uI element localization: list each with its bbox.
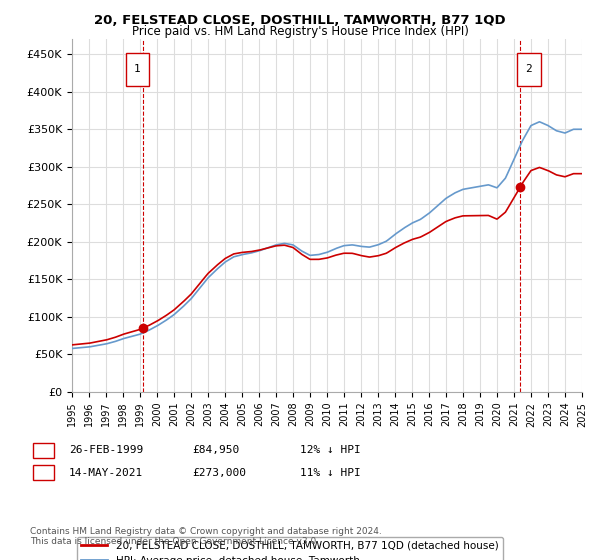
Text: 12% ↓ HPI: 12% ↓ HPI bbox=[300, 445, 361, 455]
Text: 1: 1 bbox=[40, 445, 47, 455]
Text: Contains HM Land Registry data © Crown copyright and database right 2024.
This d: Contains HM Land Registry data © Crown c… bbox=[30, 526, 382, 546]
Text: 14-MAY-2021: 14-MAY-2021 bbox=[69, 468, 143, 478]
Text: 2: 2 bbox=[40, 468, 47, 478]
Text: £84,950: £84,950 bbox=[192, 445, 239, 455]
Text: Price paid vs. HM Land Registry's House Price Index (HPI): Price paid vs. HM Land Registry's House … bbox=[131, 25, 469, 38]
Text: 26-FEB-1999: 26-FEB-1999 bbox=[69, 445, 143, 455]
FancyBboxPatch shape bbox=[125, 53, 149, 86]
Text: 1: 1 bbox=[134, 64, 141, 74]
Text: 11% ↓ HPI: 11% ↓ HPI bbox=[300, 468, 361, 478]
Text: 20, FELSTEAD CLOSE, DOSTHILL, TAMWORTH, B77 1QD: 20, FELSTEAD CLOSE, DOSTHILL, TAMWORTH, … bbox=[94, 14, 506, 27]
FancyBboxPatch shape bbox=[517, 53, 541, 86]
Text: 2: 2 bbox=[526, 64, 532, 74]
Text: £273,000: £273,000 bbox=[192, 468, 246, 478]
Legend: 20, FELSTEAD CLOSE, DOSTHILL, TAMWORTH, B77 1QD (detached house), HPI: Average p: 20, FELSTEAD CLOSE, DOSTHILL, TAMWORTH, … bbox=[77, 536, 503, 560]
